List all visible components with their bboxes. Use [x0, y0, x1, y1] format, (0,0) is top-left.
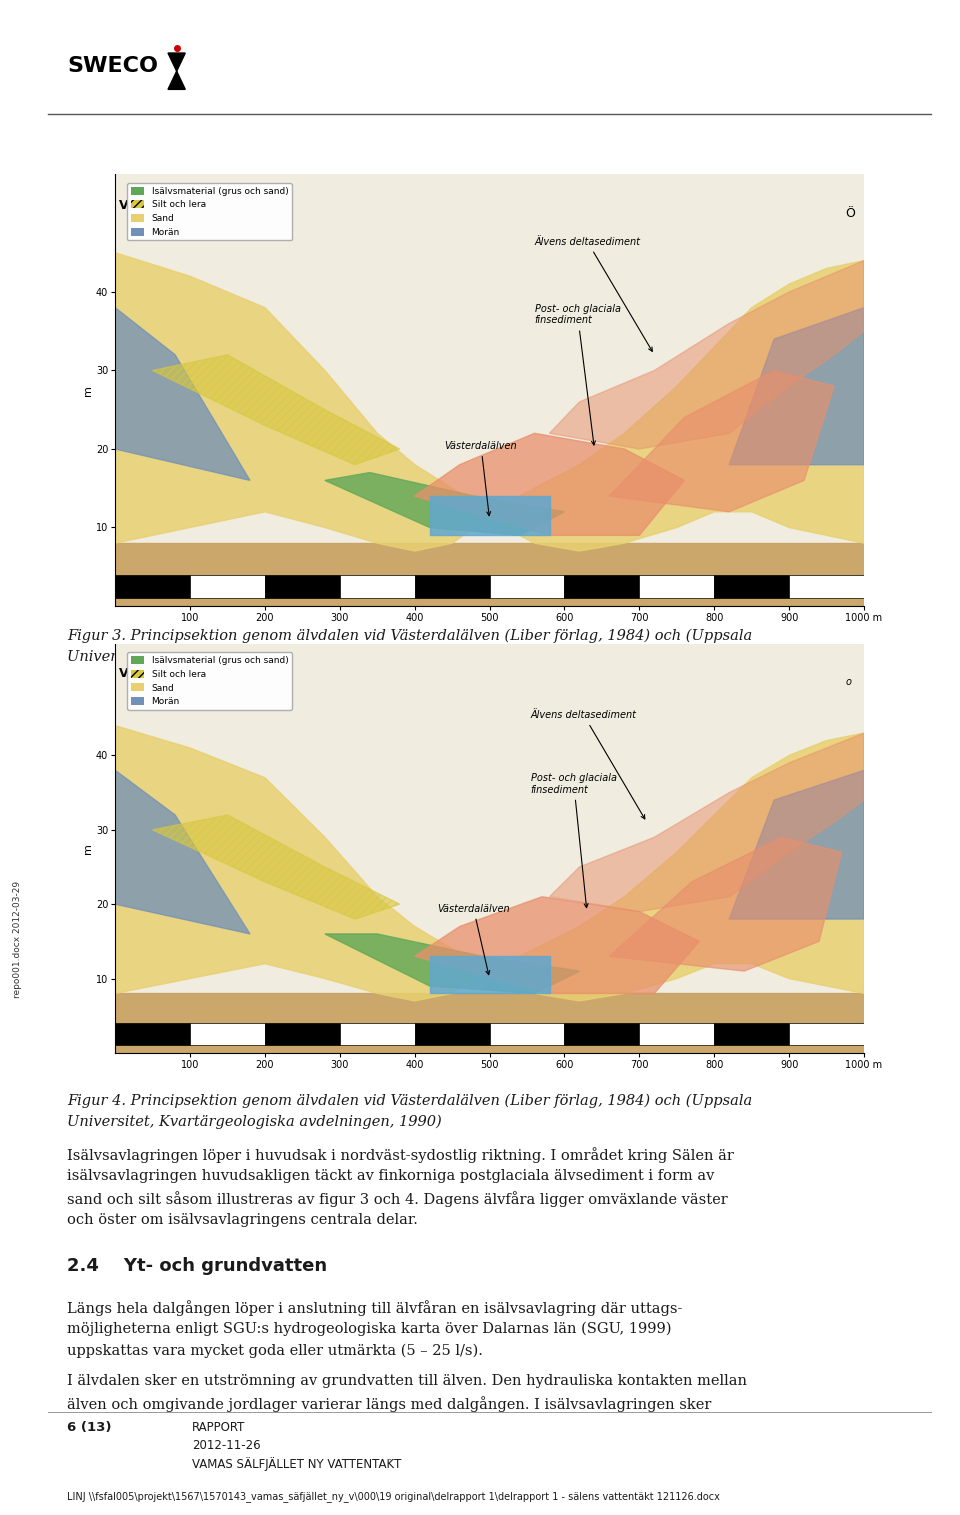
Polygon shape — [115, 770, 250, 933]
Text: LINJ \\fsfal005\projekt\1567\1570143_vamas_säfjället_ny_v\000\19 original\delrap: LINJ \\fsfal005\projekt\1567\1570143_vam… — [67, 1491, 720, 1501]
Polygon shape — [415, 574, 490, 598]
Text: repo001.docx 2012-03-29: repo001.docx 2012-03-29 — [12, 880, 22, 998]
Polygon shape — [115, 574, 190, 598]
Polygon shape — [610, 371, 834, 512]
Text: sand och silt såsom illustreras av figur 3 och 4. Dagens älvfåra ligger omväxlan: sand och silt såsom illustreras av figur… — [67, 1191, 728, 1206]
Polygon shape — [115, 994, 864, 1053]
Text: 2.4    Yt- och grundvatten: 2.4 Yt- och grundvatten — [67, 1257, 327, 1276]
Polygon shape — [415, 897, 699, 994]
Polygon shape — [115, 544, 864, 606]
Polygon shape — [610, 838, 842, 971]
Text: Västerdalälven: Västerdalälven — [437, 903, 510, 974]
Text: SWECO: SWECO — [67, 56, 158, 76]
Polygon shape — [564, 574, 639, 598]
Text: Figur 3. Principsektion genom älvdalen vid Västerdalälven (Liber förlag, 1984) o: Figur 3. Principsektion genom älvdalen v… — [67, 629, 753, 642]
Text: VAMAS SÄLFJÄLLET NY VATTENTAK̈T: VAMAS SÄLFJÄLLET NY VATTENTAK̈T — [192, 1457, 401, 1471]
Text: Universitet, Kvartärgeologiska avdelningen, 1990): Universitet, Kvartärgeologiska avdelning… — [67, 1115, 442, 1129]
Polygon shape — [789, 574, 864, 598]
Text: Längs hela dalgången löper i anslutning till älvfåran en isälvsavlagring där utt: Längs hela dalgången löper i anslutning … — [67, 1300, 683, 1315]
Polygon shape — [340, 574, 415, 598]
Text: och öster om isälvsavlagringens centrala delar.: och öster om isälvsavlagringens centrala… — [67, 1212, 418, 1227]
Text: möjligheterna enligt SGU:s hydrogeologiska karta över Dalarnas län (SGU, 1999): möjligheterna enligt SGU:s hydrogeologis… — [67, 1321, 672, 1336]
Polygon shape — [639, 574, 714, 598]
Polygon shape — [115, 1023, 190, 1045]
Polygon shape — [730, 308, 864, 465]
Text: 2012-11-26: 2012-11-26 — [192, 1439, 260, 1453]
Polygon shape — [168, 53, 185, 89]
Text: Post- och glaciala
finsediment: Post- och glaciala finsediment — [531, 773, 616, 907]
Polygon shape — [324, 933, 580, 994]
Text: V: V — [119, 667, 129, 680]
Polygon shape — [115, 308, 250, 480]
Y-axis label: m: m — [84, 385, 93, 395]
Text: Universitet, Kvartärgeologiska avdelningen, 1990): Universitet, Kvartärgeologiska avdelning… — [67, 650, 442, 664]
Polygon shape — [153, 815, 399, 920]
Text: Isälvsavlagringen löper i huvudsak i nordväst-sydostlig riktning. I området krin: Isälvsavlagringen löper i huvudsak i nor… — [67, 1147, 734, 1162]
Polygon shape — [340, 1023, 415, 1045]
Text: V: V — [119, 198, 129, 212]
Text: isälvsavlagringen huvudsakligen täckt av finkorniga postglaciala älvsediment i f: isälvsavlagringen huvudsakligen täckt av… — [67, 1170, 714, 1183]
Polygon shape — [153, 355, 399, 465]
Polygon shape — [430, 495, 549, 535]
Text: Post- och glaciala
finsediment: Post- och glaciala finsediment — [535, 305, 620, 445]
Polygon shape — [789, 1023, 864, 1045]
Polygon shape — [190, 574, 265, 598]
Polygon shape — [549, 733, 864, 912]
Polygon shape — [714, 574, 789, 598]
Text: 6 (13): 6 (13) — [67, 1421, 111, 1435]
Text: uppskattas vara mycket goda eller utmärkta (5 – 25 l/s).: uppskattas vara mycket goda eller utmärk… — [67, 1344, 483, 1357]
Polygon shape — [115, 726, 864, 1001]
Y-axis label: m: m — [84, 842, 93, 854]
Text: Älvens deltasediment: Älvens deltasediment — [535, 236, 652, 351]
Polygon shape — [490, 1023, 564, 1045]
Text: Älvens deltasediment: Älvens deltasediment — [531, 711, 645, 820]
Polygon shape — [639, 1023, 714, 1045]
Polygon shape — [415, 1023, 490, 1045]
Text: o: o — [845, 677, 852, 686]
Polygon shape — [549, 261, 864, 448]
Polygon shape — [714, 1023, 789, 1045]
Text: RAPPORT: RAPPORT — [192, 1421, 246, 1435]
Polygon shape — [430, 956, 549, 994]
Text: I älvdalen sker en utströmning av grundvatten till älven. Den hydrauliska kontak: I älvdalen sker en utströmning av grundv… — [67, 1374, 747, 1388]
Text: Ö: Ö — [845, 208, 855, 220]
Polygon shape — [265, 574, 340, 598]
Polygon shape — [564, 1023, 639, 1045]
Polygon shape — [415, 433, 684, 535]
Polygon shape — [730, 770, 864, 920]
Polygon shape — [115, 253, 864, 551]
Text: Figur 4. Principsektion genom älvdalen vid Västerdalälven (Liber förlag, 1984) o: Figur 4. Principsektion genom älvdalen v… — [67, 1094, 753, 1107]
Polygon shape — [190, 1023, 265, 1045]
Legend: Isälvsmaterial (grus och sand), Silt och lera, Sand, Morän: Isälvsmaterial (grus och sand), Silt och… — [128, 653, 292, 709]
Polygon shape — [265, 1023, 340, 1045]
Polygon shape — [324, 473, 564, 535]
Legend: Isälvsmaterial (grus och sand), Silt och lera, Sand, Morän: Isälvsmaterial (grus och sand), Silt och… — [128, 183, 292, 241]
Polygon shape — [490, 574, 564, 598]
Text: älven och omgivande jordlager varierar längs med dalgången. I isälvsavlagringen : älven och omgivande jordlager varierar l… — [67, 1397, 711, 1412]
Text: Västerdalälven: Västerdalälven — [444, 441, 517, 515]
